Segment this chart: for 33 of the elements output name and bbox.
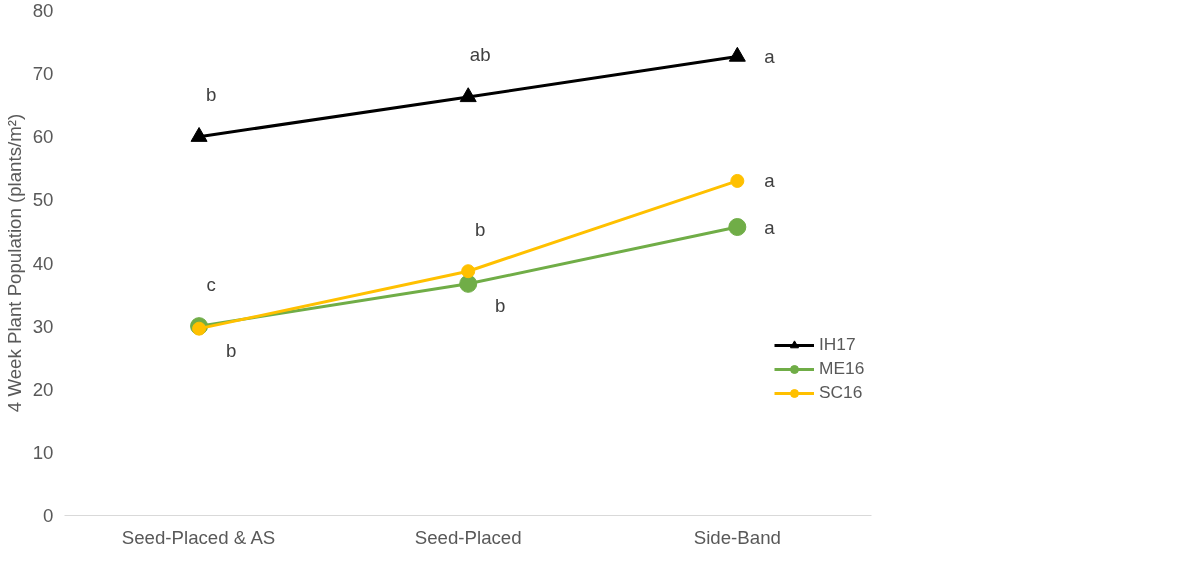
annotation: b xyxy=(475,218,486,240)
y-tick-label: 50 xyxy=(32,189,54,211)
y-tick-label: 40 xyxy=(32,252,54,274)
annotation: b xyxy=(225,340,237,362)
point xyxy=(190,127,208,142)
point xyxy=(728,218,747,236)
legend-label: SC16 xyxy=(819,382,863,403)
y-tick-label: 70 xyxy=(32,63,54,85)
point xyxy=(730,173,745,188)
annotation: c xyxy=(206,273,216,295)
annotation: a xyxy=(764,170,776,192)
point xyxy=(192,321,207,336)
y-tick-label: 80 xyxy=(32,0,54,21)
point xyxy=(459,87,477,103)
legend-label: IH17 xyxy=(819,334,856,355)
point xyxy=(459,274,478,293)
annotation: a xyxy=(764,216,776,238)
annotation: ab xyxy=(469,44,491,66)
x-tick-label: Side-Band xyxy=(693,526,781,548)
annotation: b xyxy=(205,84,217,106)
legend-label: ME16 xyxy=(819,358,865,379)
y-tick-label: 30 xyxy=(32,315,54,337)
y-tick-label: 0 xyxy=(43,505,54,526)
point xyxy=(728,46,746,62)
point xyxy=(461,264,476,279)
x-tick-label: Seed-Placed & AS xyxy=(121,526,276,548)
y-axis-title: 4 Week Plant Population (plants/m²) xyxy=(3,113,25,413)
annotation: a xyxy=(764,46,776,68)
y-tick-label: 10 xyxy=(32,441,54,463)
annotation: b xyxy=(495,295,506,317)
y-tick-label: 20 xyxy=(32,378,54,400)
x-tick-label: Seed-Placed xyxy=(414,526,522,548)
y-tick-label: 60 xyxy=(32,126,54,148)
